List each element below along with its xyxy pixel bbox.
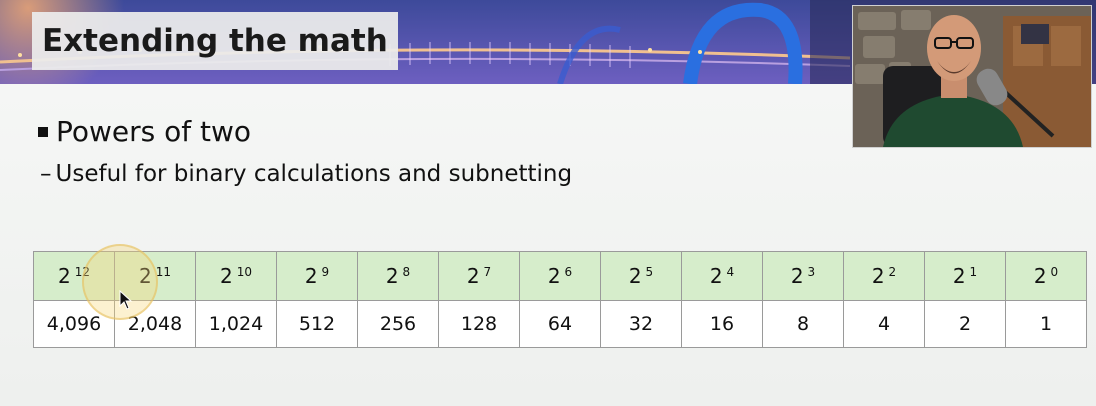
value-cell: 4,096 — [33, 300, 115, 348]
value-cell: 64 — [519, 300, 601, 348]
value-cell: 4 — [843, 300, 925, 348]
slide-title-box: Extending the math — [32, 12, 398, 70]
presenter-video-image — [853, 6, 1091, 147]
value-cell: 8 — [762, 300, 844, 348]
power-cell: 2 11 — [114, 251, 196, 301]
mouse-pointer-icon — [119, 290, 133, 310]
presenter-webcam — [852, 5, 1092, 148]
bullet-main: Powers of two — [38, 115, 251, 148]
value-cell: 2 — [924, 300, 1006, 348]
bullet-main-text: Powers of two — [56, 115, 252, 148]
value-row: 4,096 2,048 1,024 512 256 128 64 32 16 8… — [33, 300, 1087, 348]
bullet-sub-text: Useful for binary calculations and subne… — [55, 161, 573, 187]
value-cell: 1,024 — [195, 300, 277, 348]
value-cell: 1 — [1005, 300, 1087, 348]
value-cell: 256 — [357, 300, 439, 348]
value-cell: 512 — [276, 300, 358, 348]
square-bullet-icon — [38, 126, 48, 137]
value-cell: 128 — [438, 300, 520, 348]
dash-bullet: – — [40, 161, 52, 187]
power-cell: 2 12 — [33, 251, 115, 301]
power-cell: 2 10 — [195, 251, 277, 301]
value-cell: 32 — [600, 300, 682, 348]
value-cell: 16 — [681, 300, 763, 348]
slide-title: Extending the math — [42, 23, 388, 59]
bullet-sub: – Useful for binary calculations and subn… — [40, 161, 572, 187]
